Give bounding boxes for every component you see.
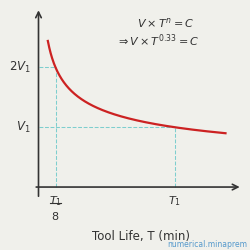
Text: Tool Life, T (min): Tool Life, T (min) [92,230,190,243]
Text: $T_1$: $T_1$ [49,194,62,208]
Text: $V \times T^n = C$: $V \times T^n = C$ [137,16,195,30]
Text: $V_1$: $V_1$ [16,120,31,135]
Text: $\Rightarrow V \times T^{0.33} = C$: $\Rightarrow V \times T^{0.33} = C$ [116,33,199,49]
Text: $2V_1$: $2V_1$ [9,60,31,75]
Text: $8$: $8$ [51,210,60,222]
Text: $T_1$: $T_1$ [168,194,181,208]
Text: numerical.minaprem: numerical.minaprem [168,240,248,249]
